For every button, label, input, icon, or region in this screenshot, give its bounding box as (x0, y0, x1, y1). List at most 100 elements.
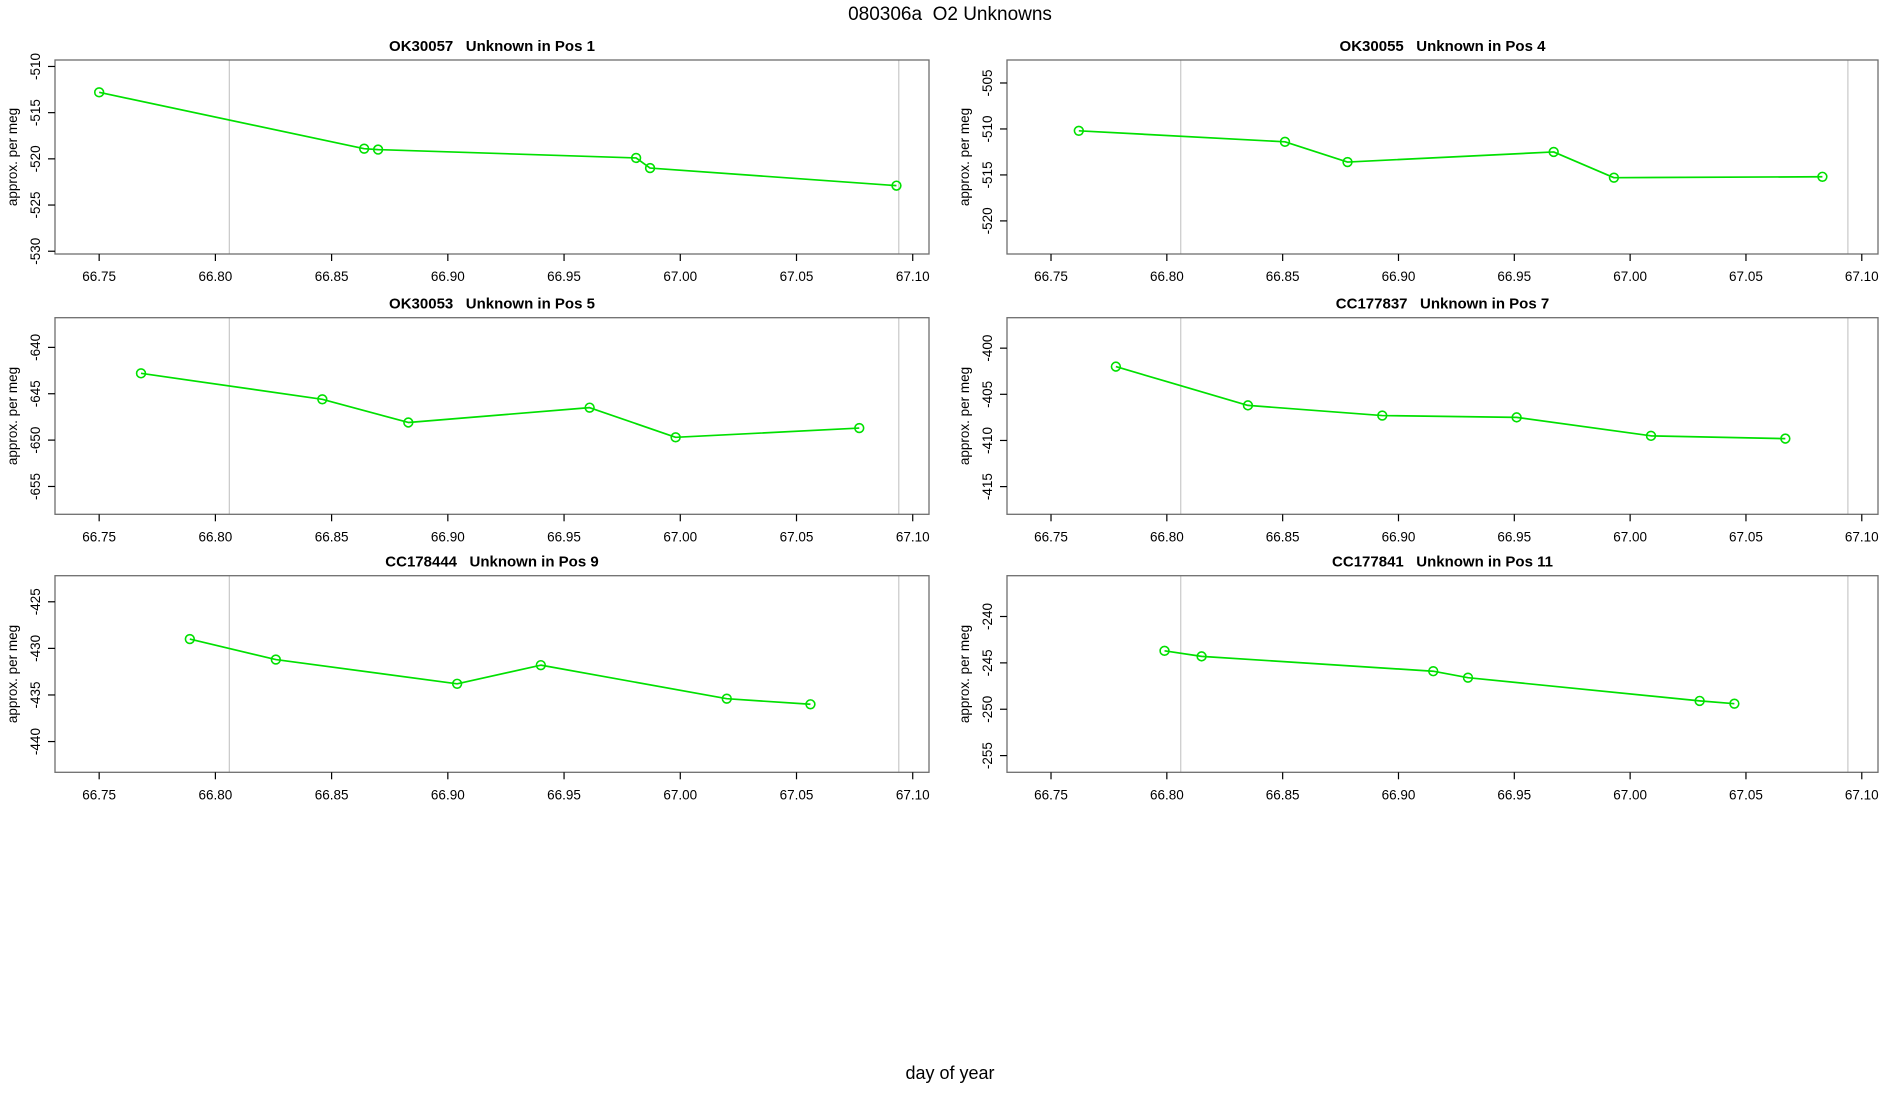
x-tick-label: 67.00 (1613, 269, 1647, 284)
y-tick-label: -510 (980, 115, 995, 142)
panel-CC177841: 66.75 66.80 66.85 66.90 66.95 67.00 67.05 67.10… (957, 554, 1879, 803)
data-point (1428, 666, 1439, 677)
x-tick-label: 67.05 (1729, 269, 1763, 284)
data-point (403, 417, 414, 428)
x-tick-label: 66.80 (1150, 787, 1184, 802)
x-tick-label: 66.85 (1266, 269, 1300, 284)
y-tick-label: -405 (980, 381, 995, 408)
x-tick-label: 67.10 (1845, 269, 1879, 284)
y-tick-label: -530 (28, 238, 43, 265)
data-point (854, 422, 865, 434)
y-axis-label: approx. per meg (957, 367, 972, 465)
x-tick-label: 66.90 (431, 787, 465, 802)
x-tick-label: 67.05 (780, 269, 814, 284)
panel-title: CC178444 Unknown in Pos 9 (385, 554, 598, 571)
x-tick-label: 66.90 (1382, 787, 1416, 802)
x-tick-label: 67.00 (1613, 529, 1647, 544)
data-point (1342, 156, 1353, 168)
y-tick-label: -510 (28, 53, 43, 80)
x-tick-label: 66.90 (431, 529, 465, 544)
x-tick-label: 66.75 (1034, 787, 1068, 802)
data-point (1817, 171, 1828, 182)
x-tick-label: 66.85 (315, 529, 349, 544)
x-tick-label: 67.10 (896, 787, 930, 802)
data-point (1110, 361, 1122, 372)
y-tick-label: -410 (980, 427, 995, 454)
data-line (1164, 649, 1735, 705)
x-tick-label: 66.80 (1150, 269, 1184, 284)
data-point (805, 699, 816, 710)
x-tick-label: 67.05 (1729, 787, 1763, 802)
y-tick-label: -515 (980, 161, 995, 188)
y-tick-label: -415 (980, 473, 995, 500)
panel-CC177837: 66.75 66.80 66.85 66.90 66.95 67.00 67.05 67.10… (957, 296, 1879, 545)
x-tick-label: 67.00 (663, 529, 697, 544)
data-line (140, 372, 860, 439)
y-tick-label: -400 (980, 335, 995, 362)
x-tick-label: 66.85 (1266, 529, 1300, 544)
x-tick-label: 66.80 (198, 529, 232, 544)
y-tick-label: -520 (980, 207, 995, 234)
panel-title: OK30057 Unknown in Pos 1 (389, 38, 595, 55)
x-tick-label: 66.95 (547, 787, 581, 802)
data-point (1279, 136, 1291, 148)
panel-title: OK30055 Unknown in Pos 4 (1340, 38, 1547, 55)
y-tick-label: -440 (28, 728, 43, 755)
figure-title: 080306a O2 Unknowns (848, 4, 1052, 25)
y-tick-label: -505 (980, 69, 995, 96)
x-tick-label: 66.75 (82, 787, 116, 802)
data-line (1078, 129, 1823, 179)
x-tick-label: 66.75 (1034, 269, 1068, 284)
y-tick-label: -645 (28, 380, 43, 407)
x-tick-label: 66.95 (1497, 269, 1531, 284)
data-point (317, 394, 328, 405)
panel-box (1006, 575, 1879, 773)
x-tick-label: 66.95 (547, 269, 581, 284)
data-point (184, 633, 196, 645)
x-tick-label: 67.05 (1729, 529, 1763, 544)
data-point (1548, 146, 1559, 158)
data-point (1242, 400, 1254, 411)
x-tick-label: 66.80 (198, 269, 232, 284)
x-tick-label: 66.85 (315, 787, 349, 802)
x-tick-label: 66.80 (1150, 529, 1184, 544)
x-tick-label: 66.85 (315, 269, 349, 284)
x-tick-label: 67.00 (1613, 787, 1647, 802)
y-tick-label: -515 (28, 99, 43, 126)
x-tick-label: 66.90 (1382, 529, 1416, 544)
data-point (721, 693, 732, 704)
data-line (1115, 365, 1786, 440)
y-tick-label: -240 (980, 603, 995, 630)
data-point (1073, 125, 1085, 136)
data-point (1159, 645, 1170, 657)
panel-box (54, 317, 930, 515)
x-tick-label: 66.75 (82, 269, 116, 284)
data-point (670, 432, 681, 443)
x-tick-label: 66.90 (431, 269, 465, 284)
x-axis-title: day of year (905, 1063, 995, 1083)
data-point (451, 678, 463, 689)
data-point (535, 659, 547, 671)
x-tick-label: 67.00 (663, 787, 697, 802)
panel-box (54, 575, 930, 773)
data-point (270, 654, 282, 665)
panel-OK30053: 66.75 66.80 66.85 66.90 66.95 67.00 67.05 67.10… (5, 296, 930, 544)
data-point (1377, 410, 1388, 421)
y-tick-label: -245 (980, 649, 995, 676)
y-tick-label: -255 (980, 742, 995, 769)
panel-box (54, 59, 930, 255)
data-point (1608, 172, 1620, 183)
data-line (189, 638, 811, 706)
y-axis-label: approx. per meg (957, 625, 972, 723)
data-point (891, 180, 902, 191)
data-point (358, 143, 370, 154)
x-tick-label: 66.75 (1034, 529, 1068, 544)
data-point (1511, 412, 1522, 423)
x-tick-label: 66.95 (547, 529, 581, 544)
data-point (1196, 651, 1207, 662)
x-tick-label: 67.10 (896, 529, 930, 544)
x-tick-label: 66.85 (1266, 787, 1300, 802)
x-tick-label: 67.00 (663, 269, 697, 284)
